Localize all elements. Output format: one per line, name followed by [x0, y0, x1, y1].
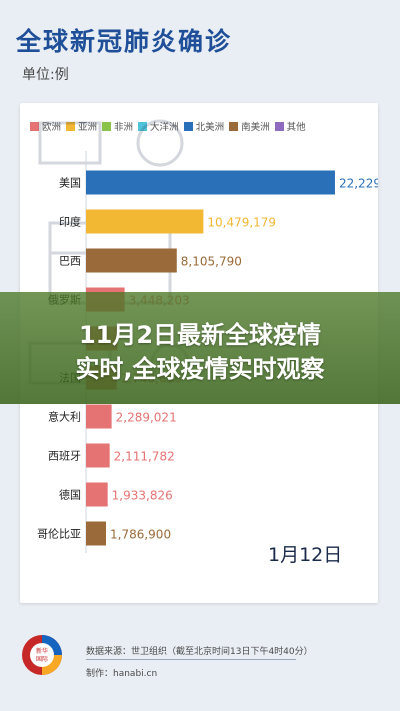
legend-item: 其他 [274, 119, 306, 133]
page-title: 全球新冠肺炎确诊 [16, 27, 233, 56]
value-label: 10,479,179 [207, 216, 276, 230]
bar [86, 404, 112, 429]
legend-swatch [102, 121, 112, 131]
legend-label: 北美洲 [195, 122, 225, 133]
legend-swatch [138, 121, 148, 131]
source-text: 数据来源：世卫组织（截至北京时间13日下午4时40分） [86, 647, 313, 657]
category-label: 巴西 [59, 255, 81, 268]
value-label: 8,105,790 [181, 255, 242, 269]
unit-label: 单位:例 [22, 67, 69, 83]
category-label: 德国 [59, 488, 81, 502]
value-label: 2,111,782 [114, 450, 175, 464]
category-label: 美国 [59, 177, 81, 190]
overlay-title-line2: 实时,全球疫情实时观察 [75, 355, 325, 383]
legend-item: 大洋洲 [138, 119, 179, 133]
legend-item: 亚洲 [66, 119, 97, 133]
overlay-banner [0, 292, 400, 404]
legend-swatch [274, 121, 284, 131]
legend-swatch [183, 121, 193, 131]
legend-label: 南美洲 [241, 122, 270, 133]
site-text: 制作：hanabi.cn [86, 669, 158, 679]
category-label: 西班牙 [48, 450, 81, 463]
legend-label: 亚洲 [78, 122, 98, 133]
chart-date: 1月12日 [268, 544, 343, 566]
overlay-title: 11月2日最新全球疫情 实时,全球疫情实时观察 [0, 318, 400, 386]
value-label: 1,933,826 [112, 489, 173, 503]
category-label: 印度 [59, 215, 81, 229]
overlay-title-line1: 11月2日最新全球疫情 [78, 321, 322, 349]
legend-swatch [30, 121, 39, 131]
bar [86, 482, 108, 507]
footer: 新华 国际 数据来源：世卫组织（截至北京时间13日下午4时40分） 制作：han… [20, 628, 380, 688]
legend-label: 其他 [286, 122, 306, 133]
xinhua-logo-icon: 新华 国际 [22, 635, 62, 675]
bar [86, 209, 204, 234]
legend-label: 大洋洲 [150, 122, 179, 133]
value-label: 2,289,021 [116, 411, 177, 425]
value-label: 1,786,900 [110, 528, 171, 542]
bar [86, 521, 107, 546]
bar [86, 248, 177, 273]
legend-label: 欧洲 [42, 122, 62, 133]
category-label: 意大利 [48, 410, 81, 424]
footer-divider [86, 659, 296, 660]
legend-item: 南美洲 [229, 119, 270, 133]
legend-item: 欧洲 [30, 119, 61, 133]
bar [86, 170, 335, 195]
logo-text-bottom: 国际 [36, 655, 48, 663]
legend-item: 北美洲 [183, 119, 225, 133]
value-label: 22,229,803 [339, 177, 378, 191]
legend-label: 非洲 [114, 122, 134, 133]
chart-legend: 欧洲 亚洲 非洲 大洋洲 北美洲 南美洲 其他 [30, 119, 370, 133]
category-label: 哥伦比亚 [37, 527, 81, 541]
legend-swatch [229, 121, 239, 131]
bar [86, 443, 110, 468]
legend-swatch [66, 121, 76, 131]
legend-item: 非洲 [102, 119, 133, 133]
logo-text-top: 新华 [36, 647, 48, 655]
